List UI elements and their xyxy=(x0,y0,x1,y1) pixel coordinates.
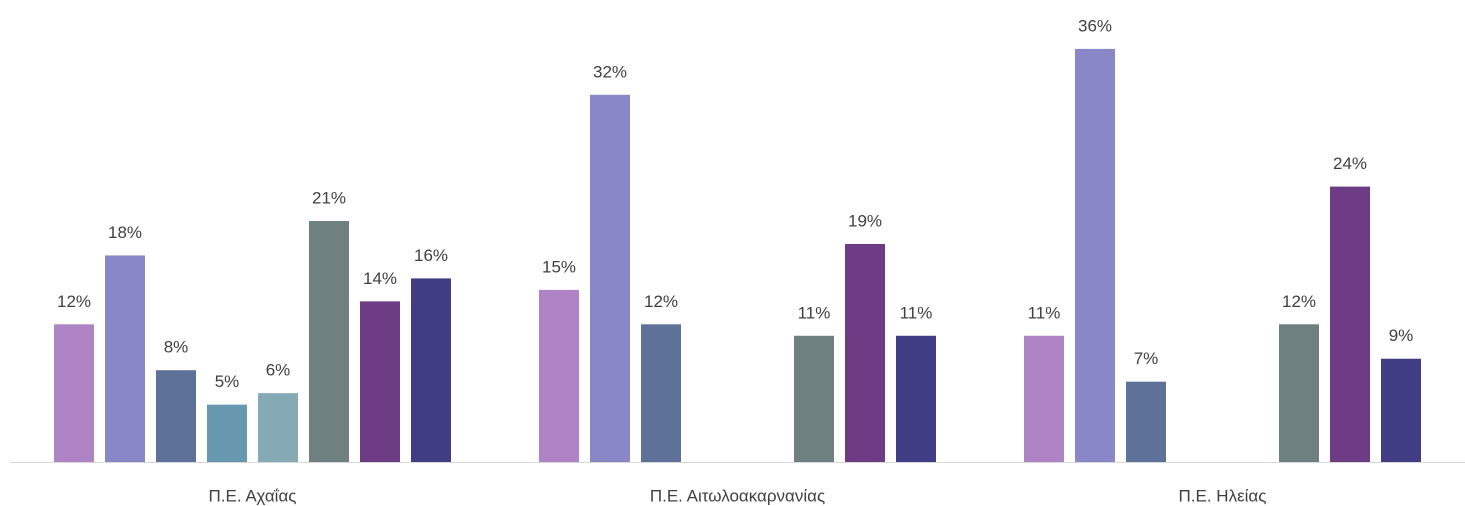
data-label: 18% xyxy=(108,223,142,242)
bar xyxy=(845,243,885,462)
bar xyxy=(641,324,681,462)
x-tick-label: Π.Ε. Ηλείας xyxy=(1179,486,1267,505)
data-label: 12% xyxy=(644,292,678,311)
bar xyxy=(1381,358,1421,462)
data-label: 12% xyxy=(57,292,91,311)
data-label: 21% xyxy=(312,189,346,208)
bar xyxy=(1330,186,1370,462)
data-label: 36% xyxy=(1078,16,1112,35)
data-label: 5% xyxy=(215,372,240,391)
data-label: 9% xyxy=(1389,326,1414,345)
bar xyxy=(156,370,196,462)
data-label: 11% xyxy=(1028,303,1061,322)
data-label: 6% xyxy=(266,361,291,380)
bar xyxy=(539,289,579,462)
data-label: 8% xyxy=(164,338,189,357)
data-label: 24% xyxy=(1333,154,1367,173)
data-label: 7% xyxy=(1134,349,1159,368)
data-label: 19% xyxy=(848,211,882,230)
bar xyxy=(1279,324,1319,462)
bar xyxy=(258,393,298,462)
bar xyxy=(590,94,630,463)
x-tick-label: Π.Ε. Αιτωλοακαρνανίας xyxy=(650,486,825,505)
data-label: 11% xyxy=(798,303,831,322)
x-tick-label: Π.Ε. Αχαΐας xyxy=(209,486,297,505)
bar xyxy=(1024,335,1064,462)
bar xyxy=(207,404,247,462)
data-label: 16% xyxy=(414,246,448,265)
bar xyxy=(896,335,936,462)
bar xyxy=(309,221,349,462)
bar xyxy=(411,278,451,462)
data-label: 32% xyxy=(593,62,627,81)
data-label: 15% xyxy=(542,257,576,276)
bar xyxy=(794,335,834,462)
bar xyxy=(1126,381,1166,462)
bar xyxy=(105,255,145,462)
data-label: 11% xyxy=(900,303,933,322)
bar xyxy=(360,301,400,462)
bar xyxy=(1075,48,1115,463)
data-label: 14% xyxy=(363,269,397,288)
data-label: 12% xyxy=(1282,292,1316,311)
bar xyxy=(54,324,94,462)
